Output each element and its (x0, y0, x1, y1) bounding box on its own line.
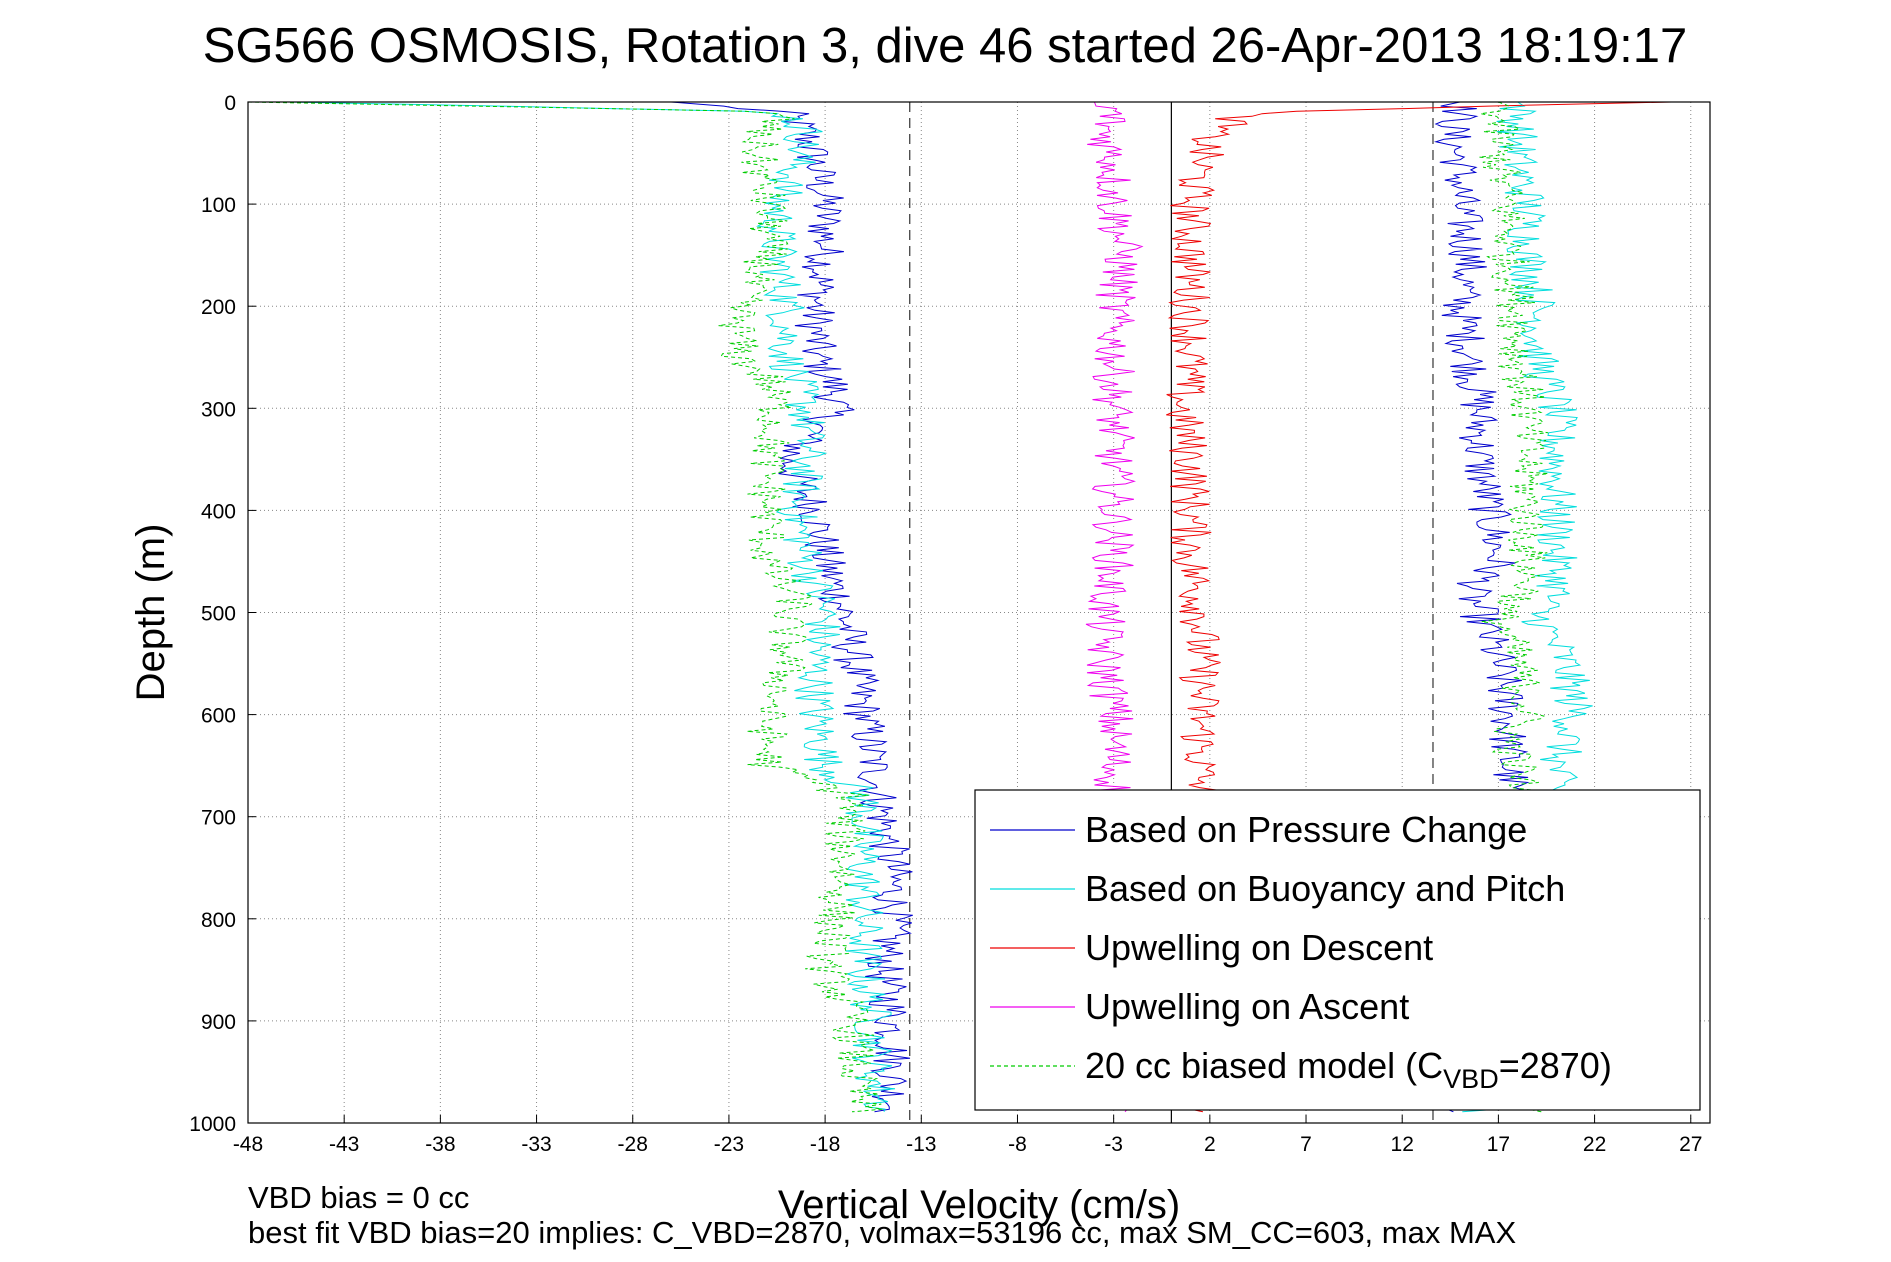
x-axis-ticks: -48 -43 -38 -33 -28 -23 -18 -13 -8 -3 2 7 12 17 22 27 (233, 1115, 1702, 1156)
legend-label: Upwelling on Descent (1085, 927, 1433, 968)
y-tick-label: 700 (201, 807, 236, 830)
y-axis-ticks: 0 100 200 300 400 500 600 700 800 900 1000 (189, 92, 256, 1136)
series-line (286, 101, 896, 1112)
y-tick-label: 1000 (189, 1113, 236, 1136)
y-tick-label: 0 (224, 92, 236, 115)
legend-box (974, 789, 1701, 1111)
y-tick-label: 900 (201, 1011, 236, 1034)
x-tick-label: -33 (521, 1133, 551, 1156)
series-line (247, 101, 883, 1113)
y-axis-label: Depth (m) (129, 524, 173, 702)
footer-line-1: VBD bias = 0 cc (248, 1180, 469, 1215)
y-tick-label: 400 (201, 500, 236, 523)
y-tick-label: 800 (201, 909, 236, 932)
chart-title: SG566 OSMOSIS, Rotation 3, dive 46 start… (203, 19, 1687, 73)
x-tick-label: 7 (1300, 1133, 1312, 1156)
y-tick-label: 100 (201, 194, 236, 217)
x-tick-label: -13 (906, 1133, 936, 1156)
x-tick-label: -23 (714, 1133, 744, 1156)
x-tick-label: -18 (810, 1133, 840, 1156)
y-tick-label: 500 (201, 603, 236, 626)
x-tick-label: 12 (1391, 1133, 1414, 1156)
x-tick-label: -38 (425, 1133, 455, 1156)
legend-label: Based on Pressure Change (1085, 809, 1527, 850)
legend-label: Based on Buoyancy and Pitch (1085, 868, 1565, 909)
x-tick-label: 27 (1679, 1133, 1702, 1156)
x-tick-label: 2 (1204, 1133, 1216, 1156)
legend-label: 20 cc biased model (CVBD=2870) (1085, 1045, 1612, 1094)
x-tick-label: -48 (233, 1133, 263, 1156)
x-tick-label: -3 (1104, 1133, 1123, 1156)
x-tick-label: -43 (329, 1133, 359, 1156)
x-tick-label: -8 (1008, 1133, 1027, 1156)
legend: Based on Pressure Change Based on Buoyanc… (974, 789, 1701, 1111)
y-tick-label: 600 (201, 705, 236, 728)
x-tick-label: -28 (618, 1133, 648, 1156)
x-axis-label: Vertical Velocity (cm/s) (778, 1183, 1180, 1227)
legend-label: Upwelling on Ascent (1085, 986, 1409, 1027)
footer-line-2: best fit VBD bias=20 implies: C_VBD=2870… (248, 1215, 1516, 1250)
y-tick-label: 300 (201, 398, 236, 421)
series-line (671, 101, 913, 1113)
x-tick-label: 22 (1583, 1133, 1606, 1156)
series-line (1479, 101, 1565, 1113)
x-tick-label: 17 (1487, 1133, 1510, 1156)
y-tick-label: 200 (201, 296, 236, 319)
